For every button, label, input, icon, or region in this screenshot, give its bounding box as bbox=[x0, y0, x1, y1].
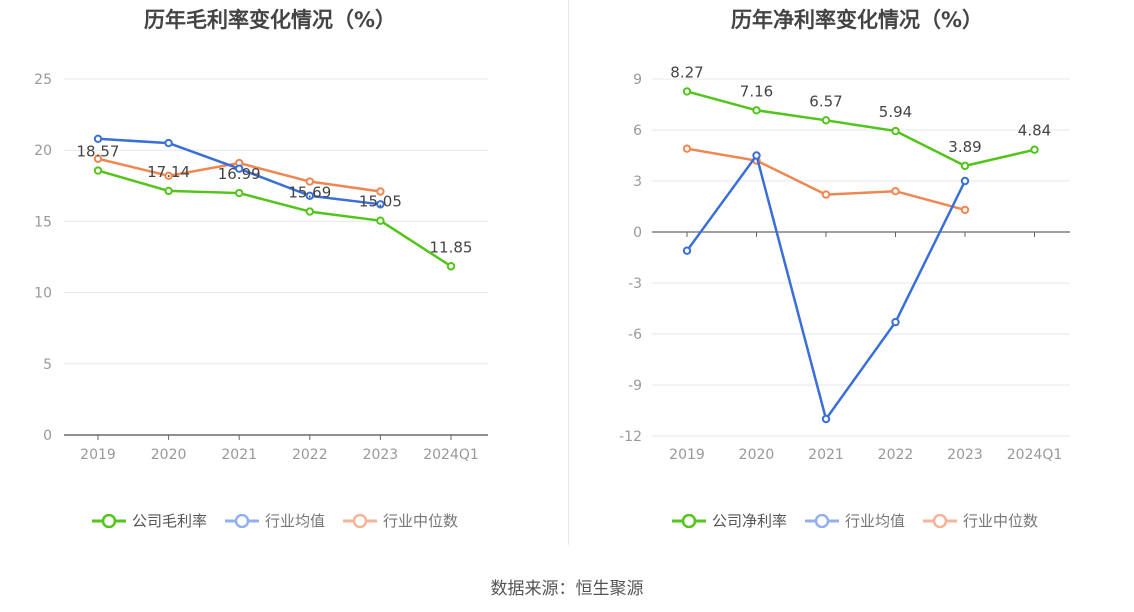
data-label: 17.14 bbox=[147, 163, 190, 181]
data-label: 16.99 bbox=[218, 165, 261, 183]
y-tick-label: 0 bbox=[633, 225, 642, 241]
chart-title-net-margin: 历年净利率变化情况（%） bbox=[730, 8, 984, 32]
y-tick-label: 20 bbox=[34, 143, 52, 159]
legend-gross-margin: 公司毛利率 行业均值 行业中位数 bbox=[92, 510, 476, 531]
data-point-company bbox=[1030, 145, 1039, 154]
legend-item-avg-gross[interactable]: 行业均值 bbox=[225, 510, 325, 531]
legend-item-company-gross[interactable]: 公司毛利率 bbox=[92, 510, 207, 531]
x-tick-label: 2024Q1 bbox=[423, 447, 479, 463]
legend-label: 行业中位数 bbox=[383, 512, 459, 530]
series-line-median bbox=[686, 147, 966, 212]
data-point-avg bbox=[164, 138, 173, 148]
legend-item-company-net[interactable]: 公司净利率 bbox=[672, 510, 787, 531]
data-point-company bbox=[891, 126, 900, 136]
data-label: 11.85 bbox=[430, 238, 473, 256]
series-line-company bbox=[686, 90, 1035, 168]
data-label: 7.16 bbox=[740, 82, 773, 100]
data-point-avg bbox=[93, 134, 103, 144]
y-tick-label: 0 bbox=[43, 428, 52, 444]
x-tick-label: 2021 bbox=[221, 447, 257, 463]
legend-line-circle-icon bbox=[805, 513, 840, 528]
x-tick-label: 2023 bbox=[363, 447, 399, 463]
data-point-avg bbox=[305, 191, 314, 200]
data-label: 15.05 bbox=[359, 193, 402, 211]
x-tick-label: 2023 bbox=[947, 447, 983, 463]
legend-label: 行业中位数 bbox=[963, 512, 1039, 530]
data-point-median bbox=[682, 144, 692, 153]
data-point-median bbox=[821, 190, 831, 199]
data-point-avg bbox=[376, 200, 385, 209]
data-point-avg bbox=[682, 246, 692, 255]
legend-line-circle-icon bbox=[672, 513, 706, 528]
legend-label: 公司净利率 bbox=[712, 512, 788, 530]
data-point-company bbox=[821, 116, 831, 125]
legend-line-circle-icon bbox=[92, 513, 126, 528]
data-label: 3.89 bbox=[948, 138, 981, 156]
legend-line-circle-icon bbox=[225, 513, 260, 528]
legend-net-margin: 公司净利率 行业均值 行业中位数 bbox=[672, 510, 1056, 531]
data-label: 5.94 bbox=[879, 103, 912, 121]
data-point-company bbox=[164, 186, 173, 196]
data-point-company bbox=[93, 166, 103, 175]
data-point-median bbox=[305, 177, 314, 186]
data-point-company bbox=[376, 216, 385, 225]
data-label: 6.57 bbox=[809, 92, 842, 110]
data-point-company bbox=[235, 188, 244, 198]
data-label: 15.69 bbox=[288, 184, 331, 202]
data-point-avg bbox=[960, 176, 970, 186]
y-tick-label: 15 bbox=[34, 214, 52, 230]
x-tick-label: 2019 bbox=[80, 447, 116, 463]
data-label: 8.27 bbox=[670, 63, 703, 81]
x-tick-label: 2019 bbox=[669, 447, 705, 463]
legend-label: 公司毛利率 bbox=[132, 512, 208, 530]
data-point-company bbox=[960, 161, 970, 171]
data-point-company bbox=[752, 106, 761, 115]
data-point-median bbox=[376, 187, 385, 196]
data-point-avg bbox=[891, 317, 900, 327]
legend-item-median-net[interactable]: 行业中位数 bbox=[923, 510, 1038, 531]
y-tick-label: 9 bbox=[633, 72, 642, 88]
data-point-median bbox=[891, 187, 900, 196]
net-margin-chart: -12 -9 -6 -3 0 3 6 9 2019 2020 2021 2022 2023 2024Q1 8… bbox=[619, 63, 1070, 463]
data-point-median bbox=[164, 171, 173, 181]
legend-line-circle-icon bbox=[343, 513, 378, 528]
y-tick-label: -12 bbox=[619, 429, 642, 445]
y-tick-label: 10 bbox=[34, 286, 52, 302]
x-tick-label: 2022 bbox=[292, 447, 328, 463]
legend-line-circle-icon bbox=[923, 513, 958, 528]
data-point-company bbox=[305, 207, 314, 216]
data-label: 18.57 bbox=[77, 143, 120, 161]
y-tick-label: 3 bbox=[633, 174, 642, 190]
data-point-median bbox=[960, 205, 970, 215]
data-point-avg bbox=[752, 151, 761, 160]
gross-margin-chart: 0 5 10 15 20 25 2019 2020 2021 2022 2023 2024Q1 18.5… bbox=[34, 72, 488, 463]
x-tick-label: 2020 bbox=[739, 447, 775, 463]
legend-label: 行业均值 bbox=[265, 512, 326, 530]
data-point-company bbox=[446, 262, 456, 271]
data-point-median bbox=[93, 154, 103, 163]
x-tick-label: 2020 bbox=[151, 447, 187, 463]
panel-divider bbox=[568, 0, 569, 545]
y-tick-label: -3 bbox=[628, 276, 642, 292]
legend-item-avg-net[interactable]: 行业均值 bbox=[805, 510, 905, 531]
x-tick-label: 2021 bbox=[808, 447, 844, 463]
data-point-avg bbox=[821, 414, 831, 424]
data-label: 4.84 bbox=[1018, 122, 1051, 140]
y-tick-label: -6 bbox=[628, 327, 642, 343]
legend-item-median-gross[interactable]: 行业中位数 bbox=[343, 510, 458, 531]
data-point-company bbox=[682, 87, 692, 96]
data-source-note: 数据来源：恒生聚源 bbox=[490, 579, 644, 599]
x-tick-label: 2022 bbox=[878, 447, 914, 463]
chart-title-gross-margin: 历年毛利率变化情况（%） bbox=[143, 8, 397, 32]
series-line-company bbox=[97, 169, 452, 268]
legend-label: 行业均值 bbox=[845, 512, 906, 530]
y-tick-label: 25 bbox=[34, 72, 52, 88]
y-tick-label: 6 bbox=[633, 123, 642, 139]
y-tick-label: 5 bbox=[43, 357, 52, 373]
y-tick-label: -9 bbox=[628, 378, 642, 394]
x-tick-label: 2024Q1 bbox=[1007, 447, 1063, 463]
data-point-avg bbox=[235, 164, 244, 173]
